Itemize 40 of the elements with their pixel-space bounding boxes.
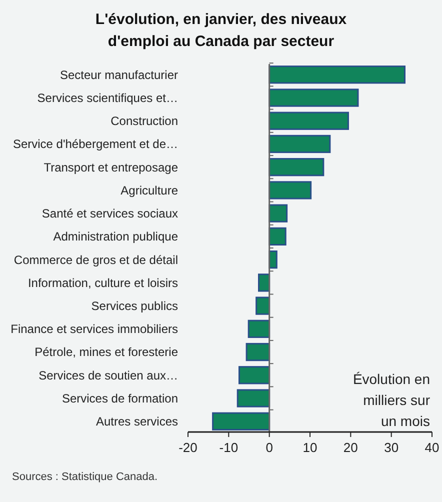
y-tick-label: Commerce de gros et de détail (14, 252, 178, 267)
bar (268, 204, 288, 222)
y-tick-label: Secteur manufacturier (60, 68, 178, 82)
bar (246, 342, 270, 362)
x-tick-label: -10 (219, 440, 238, 455)
y-tick-label: Agriculture (120, 183, 178, 198)
x-tick-label: 10 (302, 440, 318, 455)
y-tick-label: Service d'hébergement et de… (12, 137, 178, 152)
bar (256, 296, 270, 315)
y-tick-label: Services de soutien aux… (38, 368, 178, 382)
y-tick-label: Santé et services sociaux (42, 206, 178, 221)
source-note: Sources : Statistique Canada. (12, 471, 158, 483)
bar (268, 181, 312, 200)
x-tick-label: 0 (266, 440, 273, 455)
bar (268, 158, 324, 176)
y-tick-label: Services scientifiques et… (37, 90, 178, 105)
bar (268, 134, 331, 154)
bar (248, 320, 270, 338)
x-tick-label: 40 (424, 440, 440, 455)
y-tick-label: Finance et services immobiliers (10, 322, 178, 336)
y-tick-label: Services de formation (62, 391, 178, 406)
y-tick-label: Autres services (96, 414, 178, 429)
bar (268, 88, 359, 107)
y-tick-label: Pétrole, mines et foresterie (34, 345, 178, 360)
y-tick-label: Services publics (91, 298, 178, 313)
bar (212, 412, 270, 430)
x-tick-label: 20 (343, 440, 358, 455)
x-axis-title: Évolution en milliers sur un mois (352, 371, 430, 429)
x-tick-label: -20 (178, 440, 198, 455)
y-tick-label: Information, culture et loisirs (28, 276, 178, 290)
y-tick-label: Construction (110, 114, 178, 128)
y-tick-label: Administration publique (53, 230, 178, 244)
y-tick-label: Transport et entreposage (44, 160, 178, 174)
chart-title: L'évolution, en janvier, des niveaux d'emploi au Canada par secteur (95, 11, 348, 50)
bar (268, 227, 286, 246)
bar (268, 112, 349, 130)
bar (238, 366, 270, 384)
bar (268, 66, 406, 84)
bar (236, 389, 270, 408)
x-tick-label: 30 (384, 440, 399, 455)
